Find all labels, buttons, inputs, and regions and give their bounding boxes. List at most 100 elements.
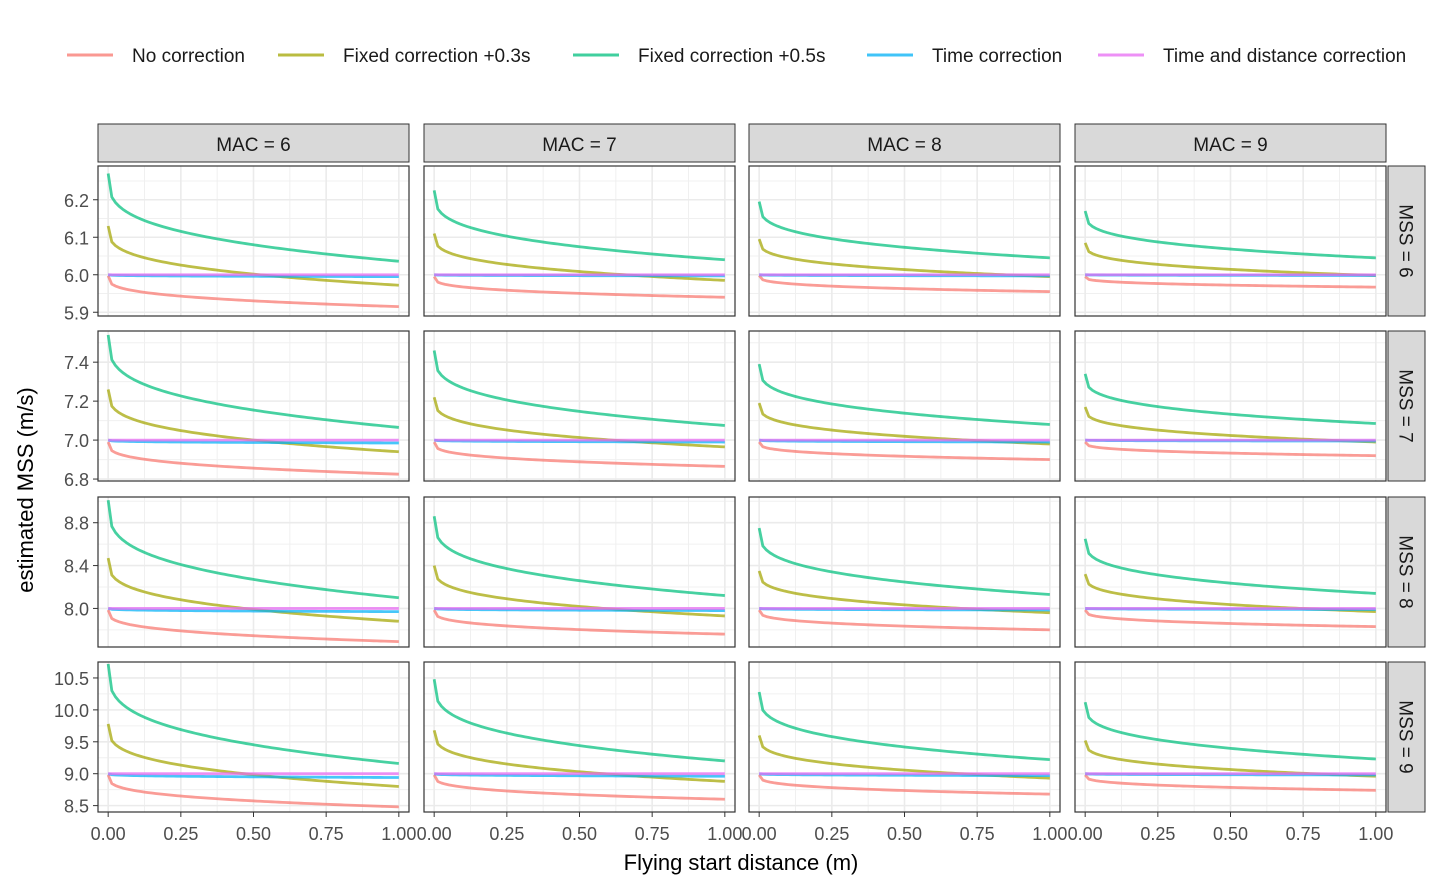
y-tick-label: 8.5 — [64, 797, 89, 817]
series-line — [758, 274, 1050, 294]
row-strip — [1387, 330, 1426, 482]
series-line — [432, 679, 725, 763]
x-tick-label: 0.25 — [1140, 824, 1175, 844]
column-strip — [1074, 123, 1387, 163]
series-line — [432, 729, 725, 783]
x-tick-label: 0.25 — [489, 824, 524, 844]
row-strip-label: MSS = 8 — [1395, 535, 1416, 608]
series-line — [757, 201, 1050, 260]
series-line — [432, 774, 725, 801]
panel-border — [423, 496, 736, 648]
panel-border — [748, 496, 1061, 648]
column-strip — [423, 123, 736, 163]
panel-border — [1074, 496, 1387, 648]
series-line — [106, 334, 399, 429]
panel-border — [748, 330, 1061, 482]
column-strip-label: MAC = 6 — [216, 135, 290, 156]
x-tick-label: 1.00 — [381, 824, 416, 844]
x-tick-label: 1.00 — [1358, 824, 1393, 844]
x-tick-label: 1.00 — [1032, 824, 1067, 844]
series-line — [432, 190, 725, 262]
panel-grid: MAC = 6 MAC = 7 MAC = 8 MAC = 9 MSS = 6 5.9 6.… — [54, 123, 1426, 844]
x-tick-label: 0.75 — [960, 824, 995, 844]
column-strip-label: MAC = 8 — [867, 135, 941, 156]
series-line — [1084, 774, 1376, 792]
series-line — [106, 500, 399, 600]
x-tick-label: 0.75 — [1286, 824, 1321, 844]
x-tick-label: 0.00 — [417, 824, 452, 844]
series-line — [1084, 609, 1376, 629]
panel-border — [97, 330, 410, 482]
panel — [748, 165, 1061, 317]
x-tick-label: 0.50 — [562, 824, 597, 844]
x-tick-label: 0.00 — [742, 824, 777, 844]
panel — [748, 330, 1061, 482]
series-line — [758, 441, 1050, 461]
y-tick-label: 6.8 — [64, 470, 89, 490]
x-tick-label: 1.00 — [707, 824, 742, 844]
series-line — [1084, 441, 1376, 458]
x-tick-label: 0.25 — [814, 824, 849, 844]
legend: No correction Fixed correction +0.3s Fixed… — [67, 46, 1406, 67]
panel: 0.00 0.25 0.50 0.75 1.00 — [91, 661, 416, 844]
series-line — [106, 774, 399, 809]
series-line — [432, 516, 725, 597]
panel — [423, 496, 736, 648]
series-line — [757, 691, 1050, 762]
series-line — [757, 527, 1050, 596]
legend-label: Time and distance correction — [1163, 46, 1406, 67]
y-axis-title: estimated MSS (m/s) — [13, 387, 38, 592]
x-tick-label: 0.25 — [163, 824, 198, 844]
series-line — [107, 438, 399, 445]
y-tick-label: 8.4 — [64, 557, 89, 577]
y-tick-label: 9.0 — [64, 765, 89, 785]
series-line — [107, 607, 399, 614]
row-strip-label: MSS = 9 — [1395, 700, 1416, 773]
panel-border — [748, 165, 1061, 317]
y-tick-label: 8.8 — [64, 514, 89, 534]
y-tick-label: 6.2 — [64, 191, 89, 211]
panel — [97, 496, 410, 648]
series-line — [1083, 373, 1376, 425]
panel — [748, 496, 1061, 648]
x-tick-label: 0.50 — [236, 824, 271, 844]
panel — [423, 165, 736, 317]
y-tick-label: 10.0 — [54, 701, 89, 721]
row-strip — [1387, 165, 1426, 317]
x-tick-label: 0.50 — [887, 824, 922, 844]
column-strip — [748, 123, 1061, 163]
y-tick-label: 6.1 — [64, 228, 89, 248]
series-line — [432, 609, 725, 636]
y-tick-label: 8.0 — [64, 599, 89, 619]
panel — [97, 330, 410, 482]
panel — [1074, 330, 1387, 482]
panel: 0.00 0.25 0.50 0.75 1.00 — [742, 661, 1067, 844]
panel — [97, 165, 410, 317]
panel: 0.00 0.25 0.50 0.75 1.00 — [1068, 661, 1393, 844]
panel-border — [1074, 330, 1387, 482]
series-line — [1083, 210, 1376, 260]
x-tick-label: 0.00 — [91, 824, 126, 844]
panel-border — [423, 165, 736, 317]
legend-label: Fixed correction +0.5s — [638, 46, 825, 67]
panel-border — [97, 496, 410, 648]
x-tick-label: 0.75 — [309, 824, 344, 844]
series-line — [1083, 701, 1376, 761]
series-line — [757, 363, 1050, 426]
series-line — [106, 173, 399, 263]
panel — [1074, 496, 1387, 648]
series-line — [432, 565, 725, 618]
panel — [423, 330, 736, 482]
panel-border — [423, 330, 736, 482]
x-tick-label: 0.50 — [1213, 824, 1248, 844]
series-line — [758, 609, 1050, 632]
row-strip-label: MSS = 6 — [1395, 204, 1416, 277]
x-tick-label: 0.75 — [635, 824, 670, 844]
series-line — [432, 441, 725, 468]
legend-label: No correction — [132, 46, 245, 67]
y-tick-label: 6.0 — [64, 266, 89, 286]
y-tick-label: 7.4 — [64, 353, 89, 373]
series-line — [432, 350, 725, 427]
column-strip-label: MAC = 7 — [542, 135, 616, 156]
